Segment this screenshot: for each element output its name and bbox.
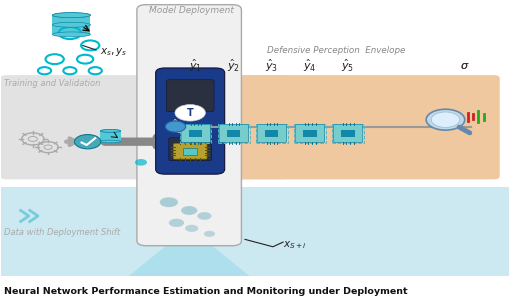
Bar — [332, 124, 364, 143]
Bar — [256, 124, 287, 143]
FancyBboxPatch shape — [156, 68, 224, 174]
Bar — [265, 130, 279, 137]
Circle shape — [181, 206, 197, 215]
Circle shape — [169, 219, 184, 227]
Bar — [218, 124, 250, 143]
Circle shape — [135, 159, 147, 166]
FancyBboxPatch shape — [173, 144, 207, 159]
Bar — [342, 130, 354, 137]
Text: $\hat{\theta}_S$: $\hat{\theta}_S$ — [170, 118, 183, 136]
Text: $x_s, y_s$: $x_s, y_s$ — [100, 46, 128, 58]
Circle shape — [175, 104, 205, 121]
Text: $\sigma$: $\sigma$ — [460, 61, 469, 71]
Bar — [2, 187, 509, 276]
Circle shape — [74, 135, 101, 149]
FancyBboxPatch shape — [137, 5, 241, 246]
Text: T: T — [187, 108, 194, 118]
FancyBboxPatch shape — [169, 138, 212, 161]
Bar — [294, 124, 326, 143]
Text: Defensive Perception  Envelope: Defensive Perception Envelope — [267, 46, 406, 55]
Text: $x_{S+i}$: $x_{S+i}$ — [283, 239, 307, 251]
Text: $\hat{y}_2$: $\hat{y}_2$ — [227, 58, 240, 74]
Bar — [53, 25, 90, 34]
Circle shape — [426, 109, 465, 130]
FancyBboxPatch shape — [145, 75, 500, 179]
Bar — [100, 131, 121, 141]
Text: $\hat{y}_1$: $\hat{y}_1$ — [189, 58, 202, 74]
Text: $\hat{y}_4$: $\hat{y}_4$ — [303, 58, 317, 74]
Bar — [227, 130, 240, 137]
Bar — [189, 130, 202, 137]
Text: $\sigma$: $\sigma$ — [460, 61, 469, 71]
FancyBboxPatch shape — [1, 75, 286, 179]
Ellipse shape — [53, 13, 90, 18]
Ellipse shape — [162, 110, 218, 144]
Text: $\hat{y}_3$: $\hat{y}_3$ — [265, 58, 279, 74]
FancyBboxPatch shape — [166, 80, 214, 111]
FancyBboxPatch shape — [257, 124, 286, 142]
Text: Model Deployment: Model Deployment — [149, 6, 234, 15]
Text: $\hat{\theta}_S$: $\hat{\theta}_S$ — [170, 118, 183, 136]
FancyBboxPatch shape — [295, 124, 325, 142]
Ellipse shape — [100, 130, 121, 132]
Bar — [53, 15, 90, 25]
Circle shape — [431, 112, 460, 127]
Circle shape — [165, 121, 186, 132]
Circle shape — [160, 197, 178, 207]
Bar — [303, 130, 316, 137]
Circle shape — [185, 225, 198, 232]
Ellipse shape — [53, 32, 90, 37]
Circle shape — [197, 212, 212, 220]
Ellipse shape — [100, 130, 121, 132]
Bar — [183, 148, 197, 155]
FancyBboxPatch shape — [333, 124, 363, 142]
Ellipse shape — [100, 140, 121, 143]
Ellipse shape — [53, 22, 90, 27]
Circle shape — [204, 231, 215, 237]
Bar — [180, 124, 212, 143]
Text: $\hat{y}_5$: $\hat{y}_5$ — [342, 58, 354, 74]
Polygon shape — [128, 227, 250, 276]
FancyBboxPatch shape — [181, 124, 211, 142]
Text: Training and Validation: Training and Validation — [4, 79, 100, 89]
Ellipse shape — [53, 13, 90, 18]
FancyBboxPatch shape — [219, 124, 249, 142]
Text: Neural Network Performance Estimation and Monitoring under Deployment: Neural Network Performance Estimation an… — [4, 287, 408, 296]
Text: Data with Deployment Shift: Data with Deployment Shift — [4, 228, 120, 237]
